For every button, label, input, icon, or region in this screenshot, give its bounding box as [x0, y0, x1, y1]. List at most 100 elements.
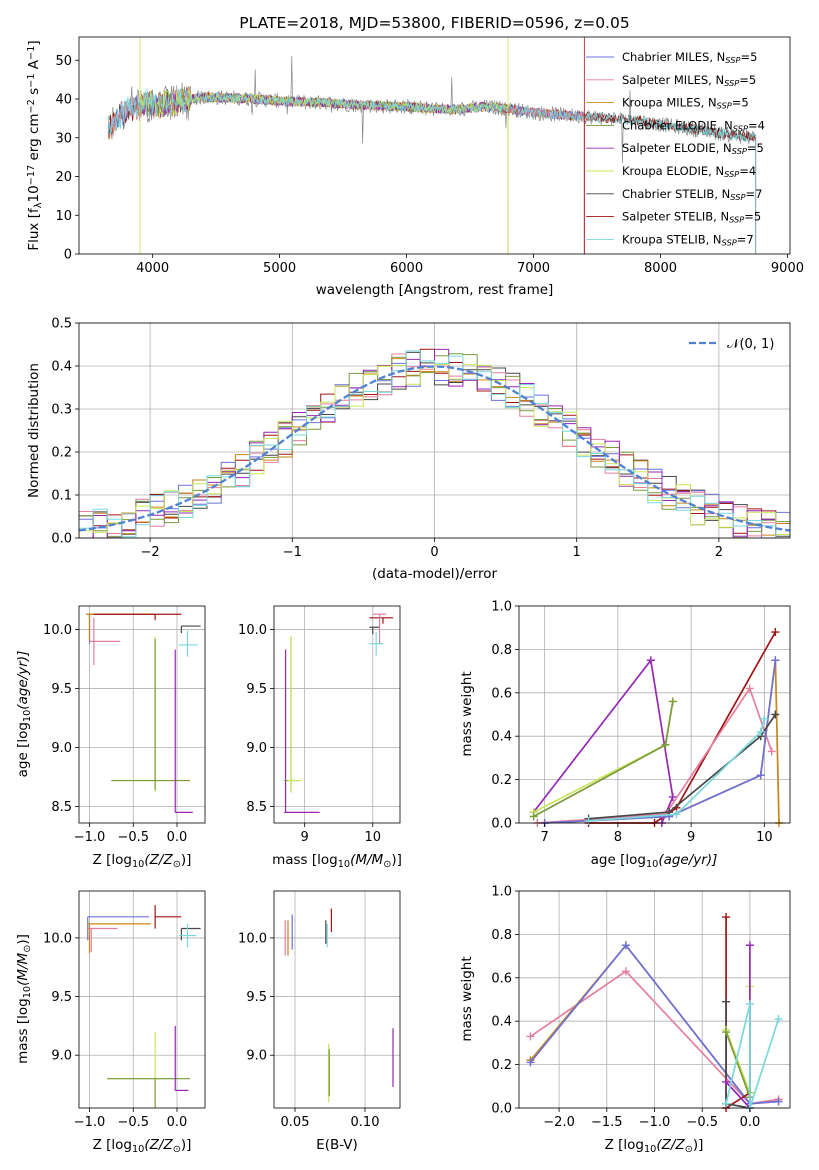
x-tick-label: 1 — [573, 545, 581, 560]
spectrum-ylabel-part: s — [26, 88, 42, 99]
spectrum-title: PLATE=2018, MJD=53800, FIBERID=0596, z=0… — [239, 14, 629, 32]
weight-marker — [668, 792, 677, 801]
x-tick-label: 8000 — [644, 261, 677, 276]
y-tick-label: 0.4 — [51, 360, 72, 375]
legend-entry: Salpeter MILES, NSSP=5 — [622, 73, 756, 88]
z-weight-xlabel-part: Z [log — [605, 1137, 644, 1153]
histogram-axes: −2 −1 0 1 2 0.0 0.1 0.2 0.3 0.4 0.5 — [51, 317, 791, 560]
z-mass-xlabel-part: (Z/Z — [144, 1137, 173, 1153]
weight-marker — [722, 997, 731, 1006]
age-weight-xlabel-part: age [log — [591, 852, 646, 868]
y-tick-label: 1.0 — [491, 885, 512, 900]
x-tick-label: −1.5 — [591, 1115, 623, 1130]
z-weight-xlabel-part: ⊙ — [685, 1144, 693, 1155]
x-tick-label: −1.0 — [74, 830, 106, 845]
y-tick-label: 0.2 — [51, 446, 72, 461]
mass-age-axes-frame — [273, 605, 401, 824]
x-tick-label: −2 — [141, 545, 160, 560]
legend-entry: Salpeter STELIB, NSSP=5 — [622, 210, 761, 225]
z-weight-xlabel-part: (Z/Z — [656, 1137, 685, 1153]
age-weight-axes-grid — [519, 605, 790, 824]
weight-line — [588, 714, 777, 820]
legend-entry-part: SSP — [730, 192, 745, 202]
weight-marker — [722, 1028, 731, 1037]
legend-entry-part: SSP — [725, 55, 740, 65]
legend-entry-part: Chabrier STELIB, N — [622, 187, 730, 201]
y-tick-label: 0.0 — [51, 532, 72, 547]
x-tick-label: 0 — [430, 545, 438, 560]
z-weight-xlabel-part: )] — [693, 1137, 704, 1153]
spectrum-line — [107, 88, 757, 254]
z-mass-xlabel: Z [log10(Z/Z⊙)] — [93, 1137, 192, 1155]
z-age-xlabel-part: 10 — [132, 859, 144, 870]
histogram-xlabel: (data-model)/error — [372, 566, 498, 582]
y-tick-label: 0.2 — [491, 1058, 512, 1073]
z-mass-ylabel-part: (M/M — [15, 952, 31, 985]
legend-entry-part: Kroupa ELODIE, N — [622, 164, 724, 178]
x-tick-label: 10 — [364, 830, 381, 845]
y-tick-label: 0.1 — [51, 489, 72, 504]
histogram-legend: 𝒩(0, 1) — [689, 337, 774, 352]
legend-entry-part: Chabrier ELODIE, N — [622, 118, 733, 132]
y-tick-label: 0 — [64, 248, 72, 263]
z-mass-ylabel-part: mass [log — [15, 998, 31, 1064]
legend-entry-part: =5 — [740, 50, 757, 64]
y-tick-label: 10.0 — [238, 623, 267, 638]
y-tick-label: 1.0 — [491, 600, 512, 615]
y-tick-label: 9.0 — [51, 741, 72, 756]
y-tick-label: 0.4 — [491, 1015, 512, 1030]
ebv-mass-xlabel: E(B-V) — [316, 1137, 358, 1153]
z-mass-ylabel-part: )] — [15, 934, 31, 945]
weight-line — [529, 943, 779, 1105]
z-mass-axes-frame — [78, 890, 206, 1109]
spectrum-ylabel-part: erg cm — [26, 113, 42, 164]
x-tick-label: 2 — [715, 545, 723, 560]
y-tick-label: 9.5 — [51, 682, 72, 697]
legend-entry-part: Salpeter STELIB, N — [622, 210, 729, 224]
y-tick-label: 0.4 — [491, 730, 512, 745]
legend-entry-part: =7 — [745, 187, 762, 201]
legend-entry: Kroupa ELODIE, NSSP=4 — [622, 164, 756, 179]
spectrum-line — [139, 88, 509, 254]
z-age-axes-grid — [79, 606, 205, 823]
y-tick-label: 30 — [55, 131, 72, 146]
z-age-ylabel-part: age [log — [15, 722, 31, 777]
legend-entry-part: Salpeter MILES, N — [622, 73, 724, 87]
x-tick-label: 0.10 — [351, 1115, 380, 1130]
legend-entry: Chabrier STELIB, NSSP=7 — [622, 187, 762, 202]
x-tick-label: −0.5 — [686, 1115, 718, 1130]
y-tick-label: 10.0 — [43, 623, 72, 638]
gaussian-curve — [79, 365, 790, 532]
legend-entry: Salpeter ELODIE, NSSP=5 — [622, 141, 764, 156]
z-mass-ylabel-part: ⊙ — [22, 945, 33, 953]
weight-line — [532, 658, 674, 824]
x-tick-label: 5000 — [263, 261, 296, 276]
y-tick-label: 9.5 — [246, 682, 267, 697]
legend-entry: Kroupa MILES, NSSP=5 — [622, 96, 749, 111]
spectrum-ylabel-part: −17 — [26, 165, 37, 186]
spectrum-axes-frame — [78, 36, 791, 255]
weight-marker — [722, 913, 731, 922]
ebv-mass-axes-frame — [273, 890, 401, 1109]
y-tick-label: 0.0 — [491, 817, 512, 832]
x-tick-label: 7 — [540, 830, 548, 845]
y-tick-label: 9.0 — [246, 741, 267, 756]
spectrum-line — [139, 89, 509, 254]
legend-entry-part: SSP — [732, 146, 747, 156]
legend-entry-part: SSP — [717, 101, 732, 111]
x-tick-label: 10 — [756, 830, 773, 845]
z-weight-ylabel: mass weight — [459, 956, 475, 1041]
spectrum-ylabel-part: ] — [26, 40, 42, 45]
x-tick-label: −2.0 — [543, 1115, 575, 1130]
spectrum-axes: 4000 5000 6000 7000 8000 9000 0 10 20 30 40 50 — [55, 36, 804, 276]
z-mass-axes: −1.0 −0.5 0.0 9.0 9.5 10.0 — [43, 890, 206, 1130]
x-tick-label: 9000 — [771, 261, 804, 276]
spectrum-line — [139, 89, 509, 254]
mass-age-xlabel-part: 10 — [338, 859, 350, 870]
age-weight-axes: 7 8 9 10 0.0 0.2 0.4 0.6 0.8 1.0 — [491, 600, 791, 845]
y-tick-label: 9.5 — [51, 990, 72, 1005]
weight-marker — [526, 1032, 535, 1041]
y-tick-label: 20 — [55, 170, 72, 185]
weight-line — [725, 1003, 780, 1109]
weight-marker — [646, 656, 655, 665]
